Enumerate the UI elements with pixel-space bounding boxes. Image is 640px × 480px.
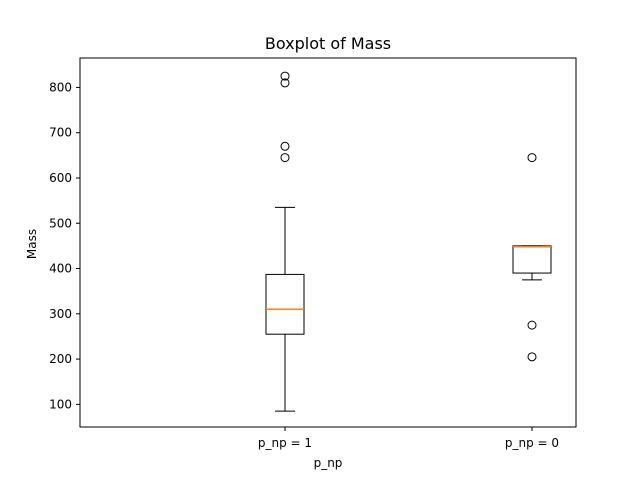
x-axis-label: p_np [314, 456, 343, 470]
outlier-point [527, 352, 537, 362]
iqr-box [265, 273, 305, 335]
y-tick-label: 300 [49, 307, 72, 321]
outlier-point [280, 78, 290, 88]
outlier-point [280, 141, 290, 151]
outlier-point [527, 320, 537, 330]
plot-area: 100 200 300 400 500 600 700 800 p_np = 1 p_np = 0 [49, 57, 577, 450]
iqr-box [512, 245, 552, 274]
y-tick-label: 700 [49, 126, 72, 140]
chart-title: Boxplot of Mass [265, 34, 391, 53]
y-tick-label: 500 [49, 216, 72, 230]
y-tick-label: 800 [49, 80, 72, 94]
axes-frame [79, 57, 577, 428]
x-tick-label: p_np = 0 [505, 436, 559, 450]
y-tick-label: 600 [49, 171, 72, 185]
y-tick-label: 100 [49, 397, 72, 411]
outlier-point [527, 153, 537, 163]
outlier-point [280, 71, 290, 81]
y-axis-label: Mass [25, 229, 39, 259]
x-tick-label: p_np = 1 [258, 436, 312, 450]
y-tick-label: 200 [49, 352, 72, 366]
outlier-point [280, 153, 290, 163]
y-tick-label: 400 [49, 262, 72, 276]
